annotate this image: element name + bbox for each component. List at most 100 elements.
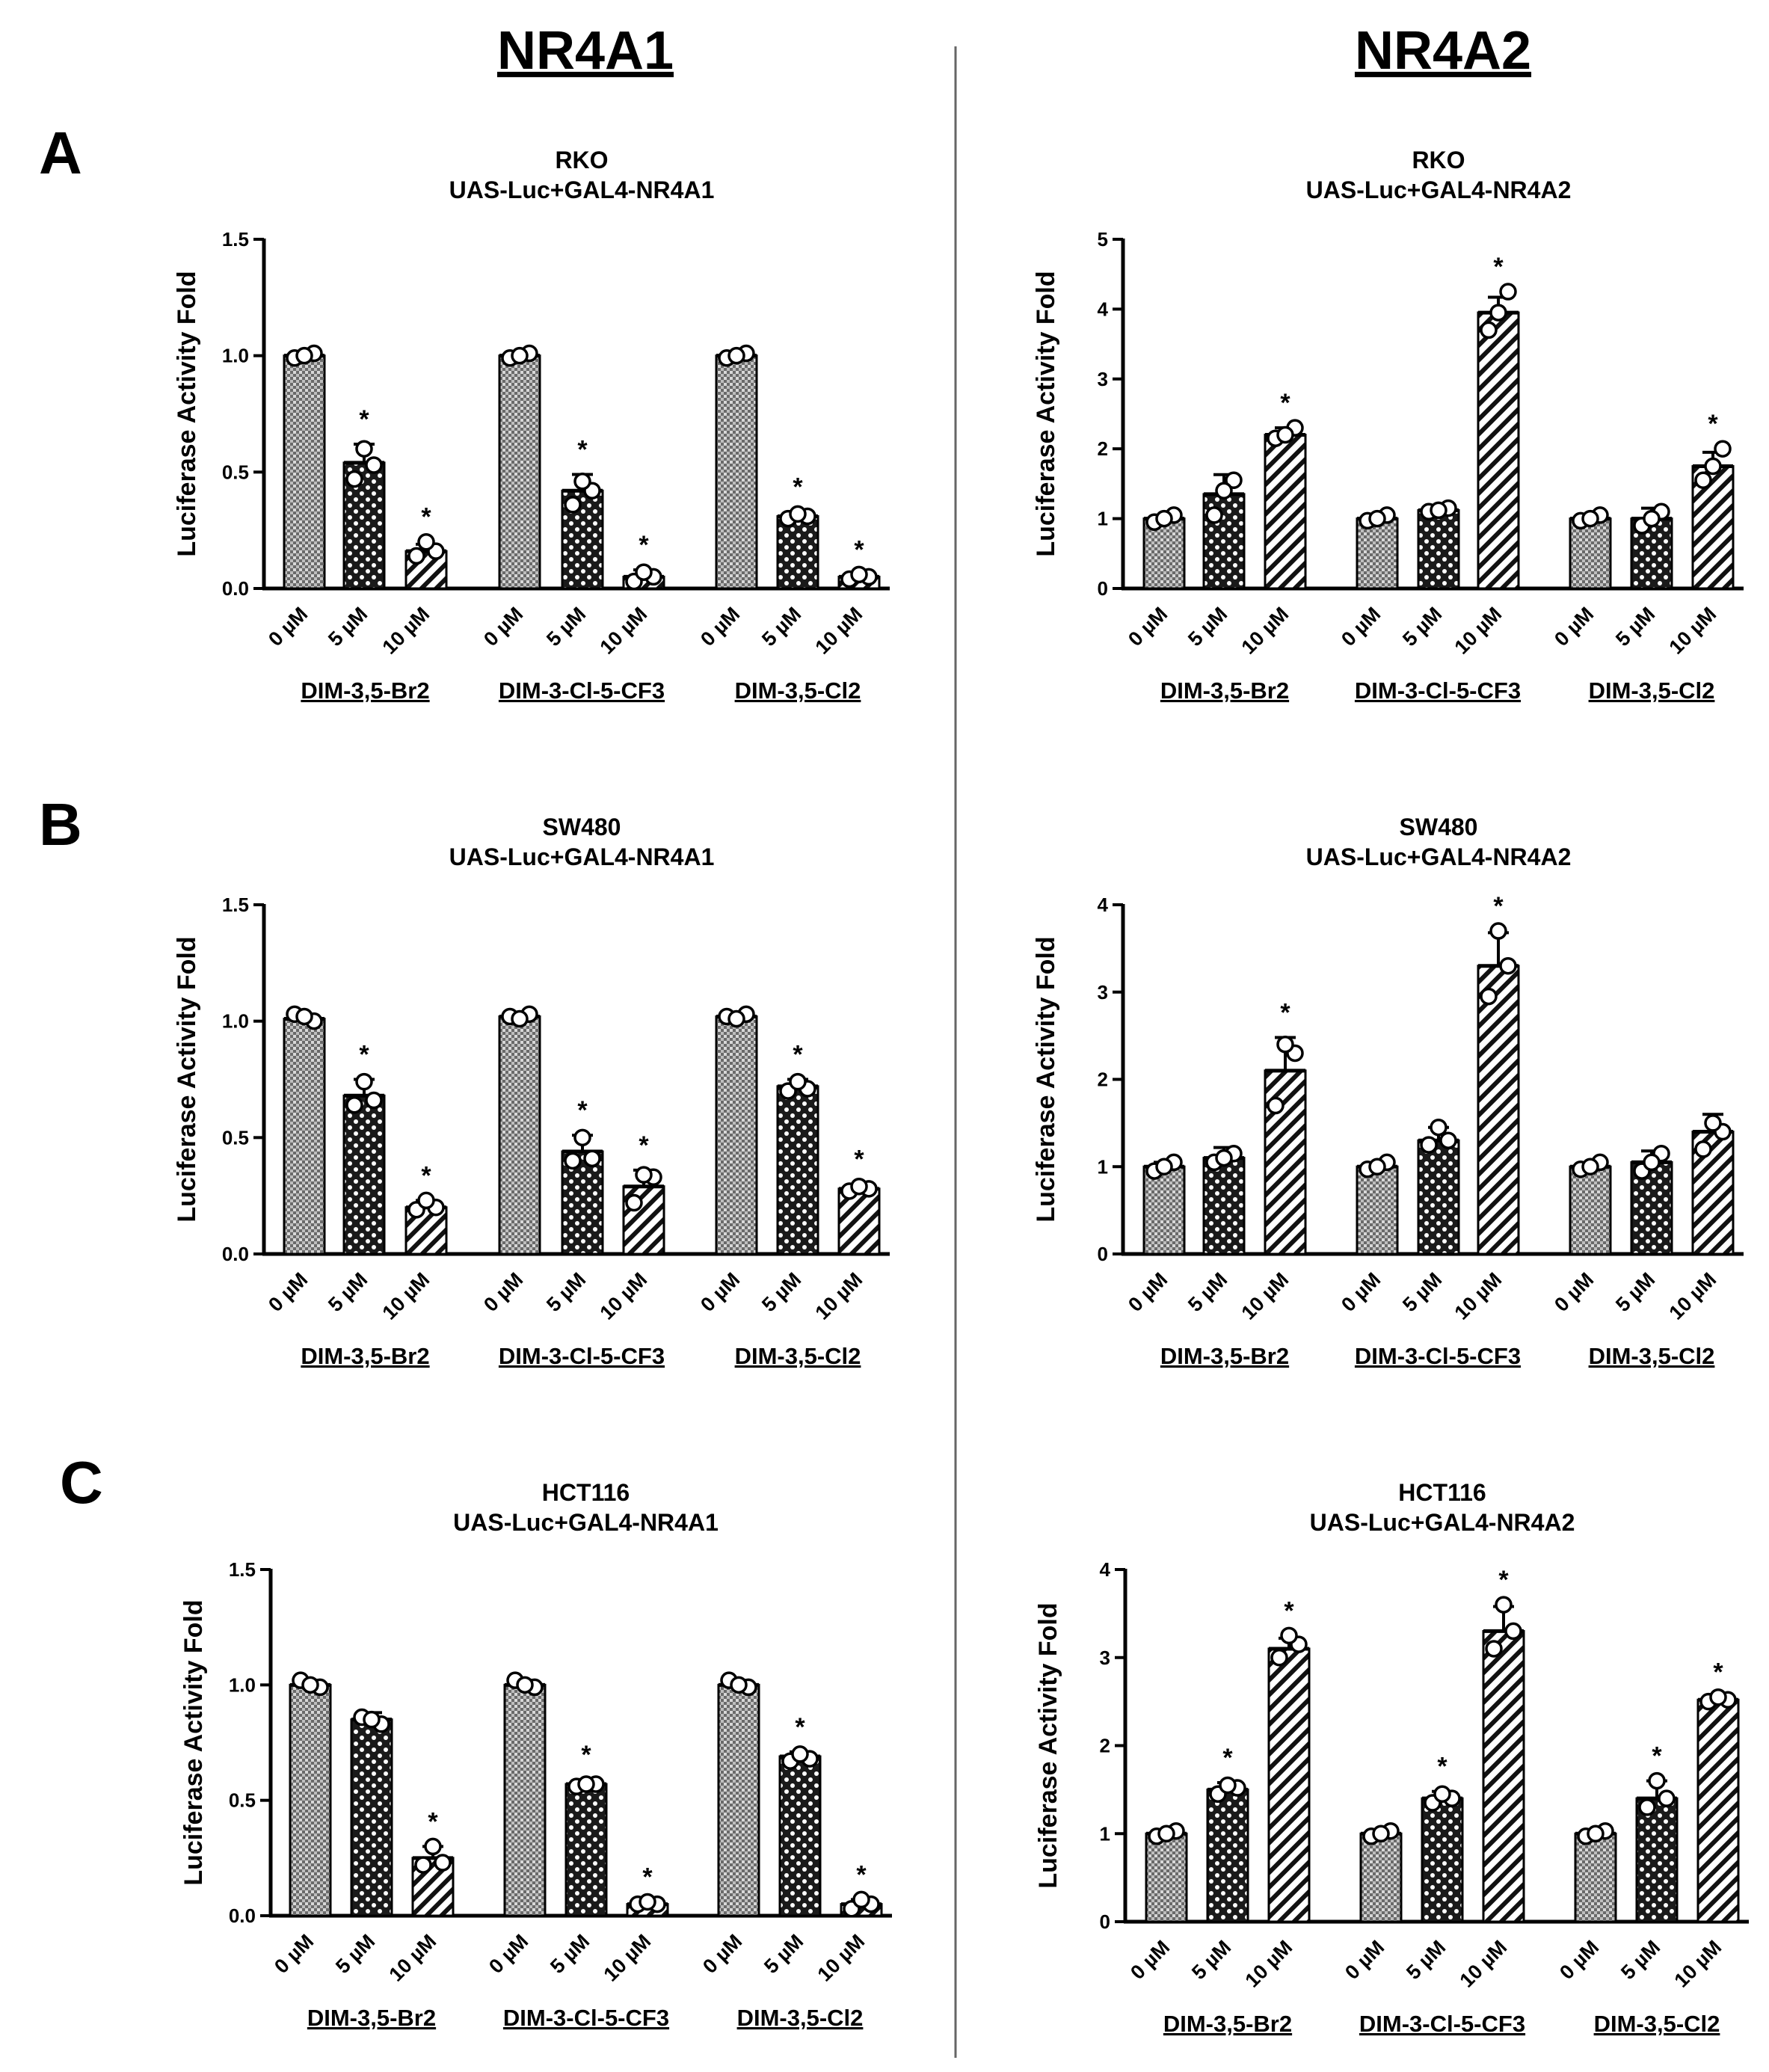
bar [776,514,819,590]
data-point [1280,1626,1298,1645]
charts-layer: RKO UAS-Luc+GAL4-NR4A1 0.0 0.5 1.0 1.5 Lucifer… [173,147,1749,2037]
y-tick-label: 0.0 [222,577,249,600]
significance-star: * [359,405,369,434]
significance-star: * [1498,1566,1509,1594]
data-point [414,1856,432,1874]
y-axis-label: Luciferase Activity Fold [173,271,201,556]
x-tick-label: 10 µM [811,1268,867,1324]
data-point [577,1775,595,1793]
y-tick-label: 0 [1098,577,1108,600]
x-tick-label: 5 µM [757,603,805,651]
x-tick-label: 5 µM [546,1930,594,1978]
bar [342,1094,386,1255]
group-label: DIM-3,5-Br2 [1160,1343,1289,1369]
group-label: DIM-3,5-Cl2 [1589,677,1715,704]
data-point [1430,501,1447,520]
data-point [573,473,591,491]
data-point [1433,1785,1451,1804]
bar [1569,1165,1612,1255]
chart-panel-a-nr4a2: RKO UAS-Luc+GAL4-NR4A2 0 1 2 3 4 5 Luciferase Ac… [1032,147,1744,704]
x-tick-label: 5 µM [324,603,372,651]
data-point [727,346,745,365]
y-tick-label: 1 [1100,1822,1110,1845]
x-tick-label: 5 µM [757,1268,805,1316]
data-point [1480,321,1498,339]
bar [1359,1832,1403,1923]
significance-star: * [639,1131,649,1160]
significance-star: * [1708,410,1718,438]
x-tick-label: 10 µM [813,1930,870,1986]
group-label: DIM-3,5-Cl2 [1589,1343,1715,1369]
y-tick-label: 0.0 [222,1243,249,1265]
group-label: DIM-3,5-Br2 [1160,677,1289,704]
significance-star: * [421,503,431,532]
data-point [295,346,313,365]
chart-title-line: SW480 [1400,814,1478,840]
y-tick-label: 1.5 [222,894,249,916]
y-tick-label: 0.0 [229,1905,256,1927]
x-tick-label: 10 µM [378,1268,434,1324]
group-label: DIM-3-Cl-5-CF3 [503,2005,669,2031]
data-point [1372,1824,1390,1842]
chart-title-line: UAS-Luc+GAL4-NR4A1 [449,176,715,203]
bar [1691,465,1735,590]
significance-star: * [854,1146,864,1174]
significance-star: * [1493,253,1504,281]
data-point [1480,987,1498,1006]
bar [498,354,541,590]
x-tick-label: 5 µM [1402,1936,1450,1984]
data-point [1587,1824,1605,1842]
data-point [1219,1776,1237,1795]
x-tick-label: 10 µM [1237,603,1293,659]
y-tick-label: 4 [1098,298,1109,320]
x-tick-label: 10 µM [1450,603,1507,659]
data-point [363,1710,381,1729]
data-point [789,505,807,523]
column-title-nr4a1: NR4A1 [497,21,674,81]
data-point [625,1193,643,1212]
bar [715,354,758,590]
significance-star: * [581,1741,591,1769]
significance-star: * [1280,389,1290,417]
data-point [1420,1136,1438,1154]
data-point [1215,482,1233,499]
bar [776,1085,819,1255]
significance-star: * [577,435,588,464]
data-point [1495,1596,1513,1614]
data-point [639,1893,656,1911]
significance-star: * [428,1807,438,1836]
significance-star: * [1713,1658,1723,1687]
x-tick-label: 10 µM [1456,1936,1512,1992]
group-label: DIM-3-Cl-5-CF3 [1355,677,1521,704]
data-point [564,1152,582,1170]
bar [283,1018,326,1255]
data-point [1704,1114,1722,1132]
data-point [1704,457,1722,476]
x-tick-label: 5 µM [542,603,590,651]
y-axis-label: Luciferase Activity Fold [1032,271,1060,556]
y-tick-label: 2 [1098,1069,1108,1091]
significance-star: * [1437,1753,1447,1781]
group-label: DIM-3,5-Cl2 [735,1343,861,1369]
bar [1145,1832,1188,1923]
data-point [1581,1158,1599,1175]
data-point [1215,1149,1233,1167]
x-tick-label: 5 µM [331,1930,379,1978]
bar [717,1683,760,1917]
bar [778,1755,822,1917]
x-tick-label: 5 µM [1184,603,1231,651]
y-tick-label: 2 [1100,1735,1110,1757]
group-label: DIM-3,5-Br2 [1163,2011,1292,2037]
y-axis-label: Luciferase Activity Fold [173,936,201,1222]
y-tick-label: 0 [1100,1910,1110,1933]
data-point [511,1009,529,1028]
group-label: DIM-3-Cl-5-CF3 [1355,1343,1521,1369]
x-tick-label: 0 µM [1337,603,1385,651]
x-tick-label: 5 µM [542,1268,590,1316]
bar [1482,1629,1525,1923]
data-point [1643,1153,1661,1172]
chart-panel-c-nr4a2: HCT116 UAS-Luc+GAL4-NR4A2 0 1 2 3 4 Luciferase … [1034,1479,1749,2037]
data-point [1368,509,1386,528]
x-tick-label: 0 µM [1341,1936,1388,1984]
significance-star: * [856,1860,867,1889]
